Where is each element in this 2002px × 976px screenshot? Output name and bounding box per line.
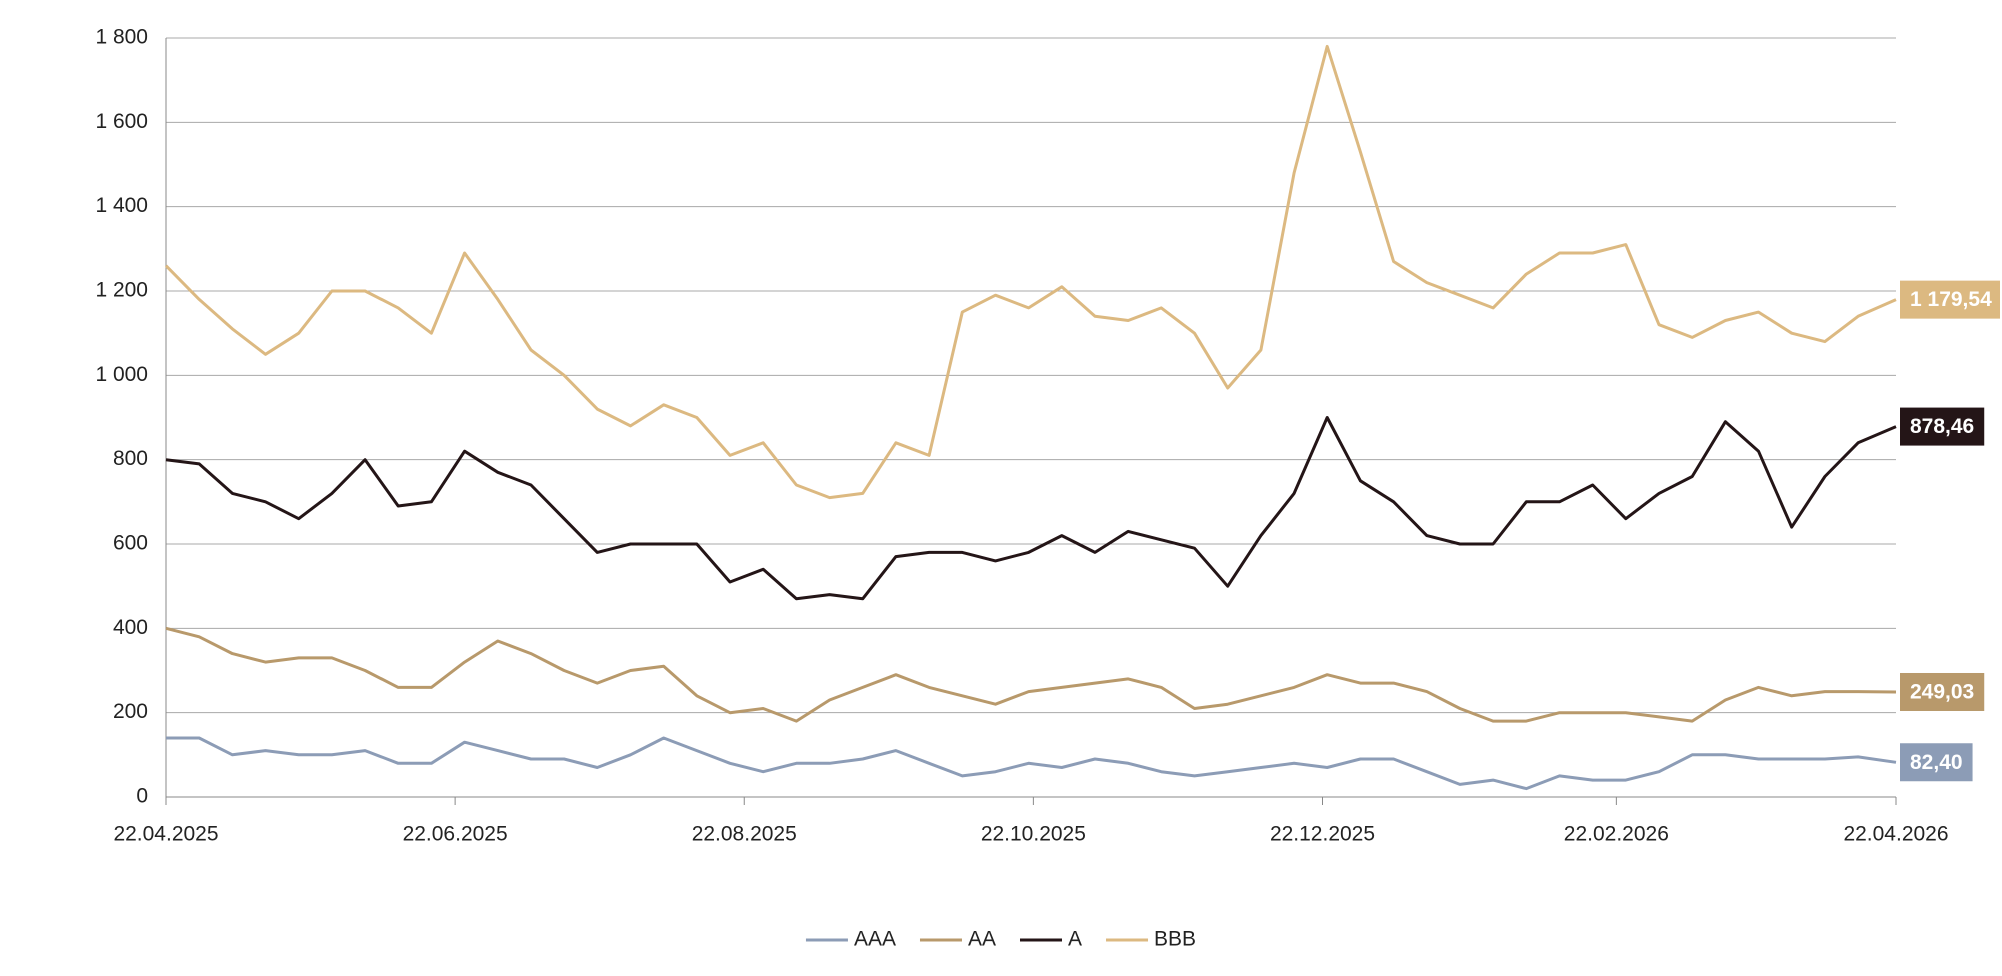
- end-label-box: [1900, 672, 1985, 711]
- end-label-group: 878,46: [1900, 407, 1985, 446]
- series-line: [165, 416, 1897, 601]
- end-label-box: [1900, 743, 1973, 782]
- legend: AAA AA A BBB: [805, 928, 1196, 951]
- legend-label: AA: [968, 928, 996, 951]
- y-tick-label: 600: [113, 532, 148, 555]
- end-label: 1 179,54: [1910, 288, 1992, 311]
- end-label-group: 82,40: [1900, 743, 1973, 782]
- y-tick-label: 800: [113, 447, 148, 470]
- end-label-group: 249,03: [1900, 672, 1985, 711]
- y-tick-label: 1 000: [95, 363, 148, 386]
- end-label: 878,46: [1910, 415, 1974, 438]
- x-tick-label: 22.04.2026: [1843, 823, 1948, 846]
- x-tick-label: 22.04.2025: [113, 823, 218, 846]
- end-label: 82,40: [1910, 751, 1963, 774]
- x-tick-label: 22.02.2026: [1564, 823, 1669, 846]
- series-line: [164, 44, 1897, 500]
- legend-label: AAA: [854, 928, 896, 951]
- y-tick-label: 0: [136, 785, 148, 808]
- end-label-box: [1900, 280, 2000, 319]
- legend-label: BBB: [1154, 928, 1196, 951]
- y-tick-label: 1 600: [95, 110, 148, 133]
- x-tick-label: 22.12.2025: [1270, 823, 1375, 846]
- series-line: [165, 626, 1897, 723]
- end-label: 249,03: [1910, 681, 1974, 704]
- legend-label: A: [1068, 928, 1082, 951]
- x-tick-label: 22.10.2025: [981, 823, 1086, 846]
- y-tick-label: 1 400: [95, 194, 148, 217]
- end-label-box: [1900, 407, 1985, 446]
- series-line: [166, 736, 1897, 791]
- end-label-group: 1 179,54: [1900, 280, 2000, 319]
- x-tick-label: 22.06.2025: [403, 823, 508, 846]
- y-tick-label: 400: [113, 616, 148, 639]
- y-tick-label: 200: [113, 700, 148, 723]
- x-tick-label: 22.08.2025: [692, 823, 797, 846]
- y-tick-label: 1 800: [95, 26, 148, 49]
- y-tick-label: 1 200: [95, 279, 148, 302]
